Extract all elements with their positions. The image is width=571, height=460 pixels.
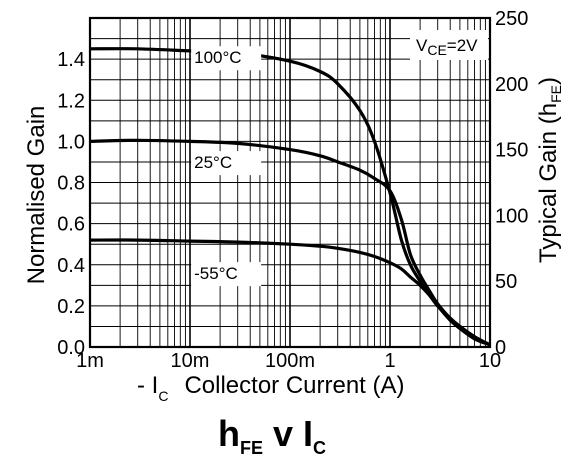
x-tick-label: 10m — [171, 350, 210, 372]
x-tick-label: 1m — [76, 350, 104, 372]
y-right-tick-label: 50 — [495, 271, 517, 293]
y-right-tick-label: 150 — [495, 140, 528, 162]
x-axis-label: - IC Collector Current (A) — [137, 372, 405, 404]
y-left-tick-label: 0.6 — [57, 214, 85, 236]
grid-lines — [90, 18, 490, 347]
curve-label-bg — [191, 262, 262, 287]
y-left-tick-label: 0.0 — [57, 337, 85, 359]
curve-label-bg — [191, 46, 262, 71]
y-right-tick-label: 100 — [495, 205, 528, 227]
y-left-tick-label: 0.2 — [57, 296, 85, 318]
chart-title: hFE v IC — [218, 413, 326, 458]
x-tick-label: 1 — [384, 350, 395, 372]
y-right-tick-label: 0 — [495, 337, 506, 359]
x-tick-label: 10 — [479, 350, 501, 372]
x-tick-label: 100m — [265, 350, 315, 372]
plot-frame — [88, 16, 492, 349]
curve-label-0: 100°C — [194, 48, 241, 67]
condition-box — [410, 30, 488, 60]
y-right-tick-label: 200 — [495, 74, 528, 96]
plot-border — [88, 16, 492, 349]
condition-label: VCE=2V — [416, 36, 478, 58]
curve-labels: 100°C 25°C -55°C — [191, 46, 262, 287]
series-line-2 — [89, 238, 491, 347]
curve-label-2: -55°C — [194, 264, 238, 283]
tick-labels: 1m 10m 100m 1 10 0.0 0.2 0.4 0.6 0.8 1.0 1.2 1.4 0 50 1… — [57, 8, 528, 372]
curve-label-bg — [191, 151, 262, 176]
y-left-tick-label: 1.0 — [57, 131, 85, 153]
y-left-tick-label: 1.4 — [57, 49, 85, 71]
y-left-tick-label: 1.2 — [57, 90, 85, 112]
curve-label-1: 25°C — [194, 153, 232, 172]
y-axis-right-label: Typical Gain (hFE) — [535, 77, 564, 263]
y-axis-left-label: Normalised Gain — [23, 106, 50, 285]
y-left-tick-label: 0.4 — [57, 255, 85, 277]
y-left-tick-label: 0.8 — [57, 173, 85, 195]
y-right-tick-label: 250 — [495, 8, 528, 30]
